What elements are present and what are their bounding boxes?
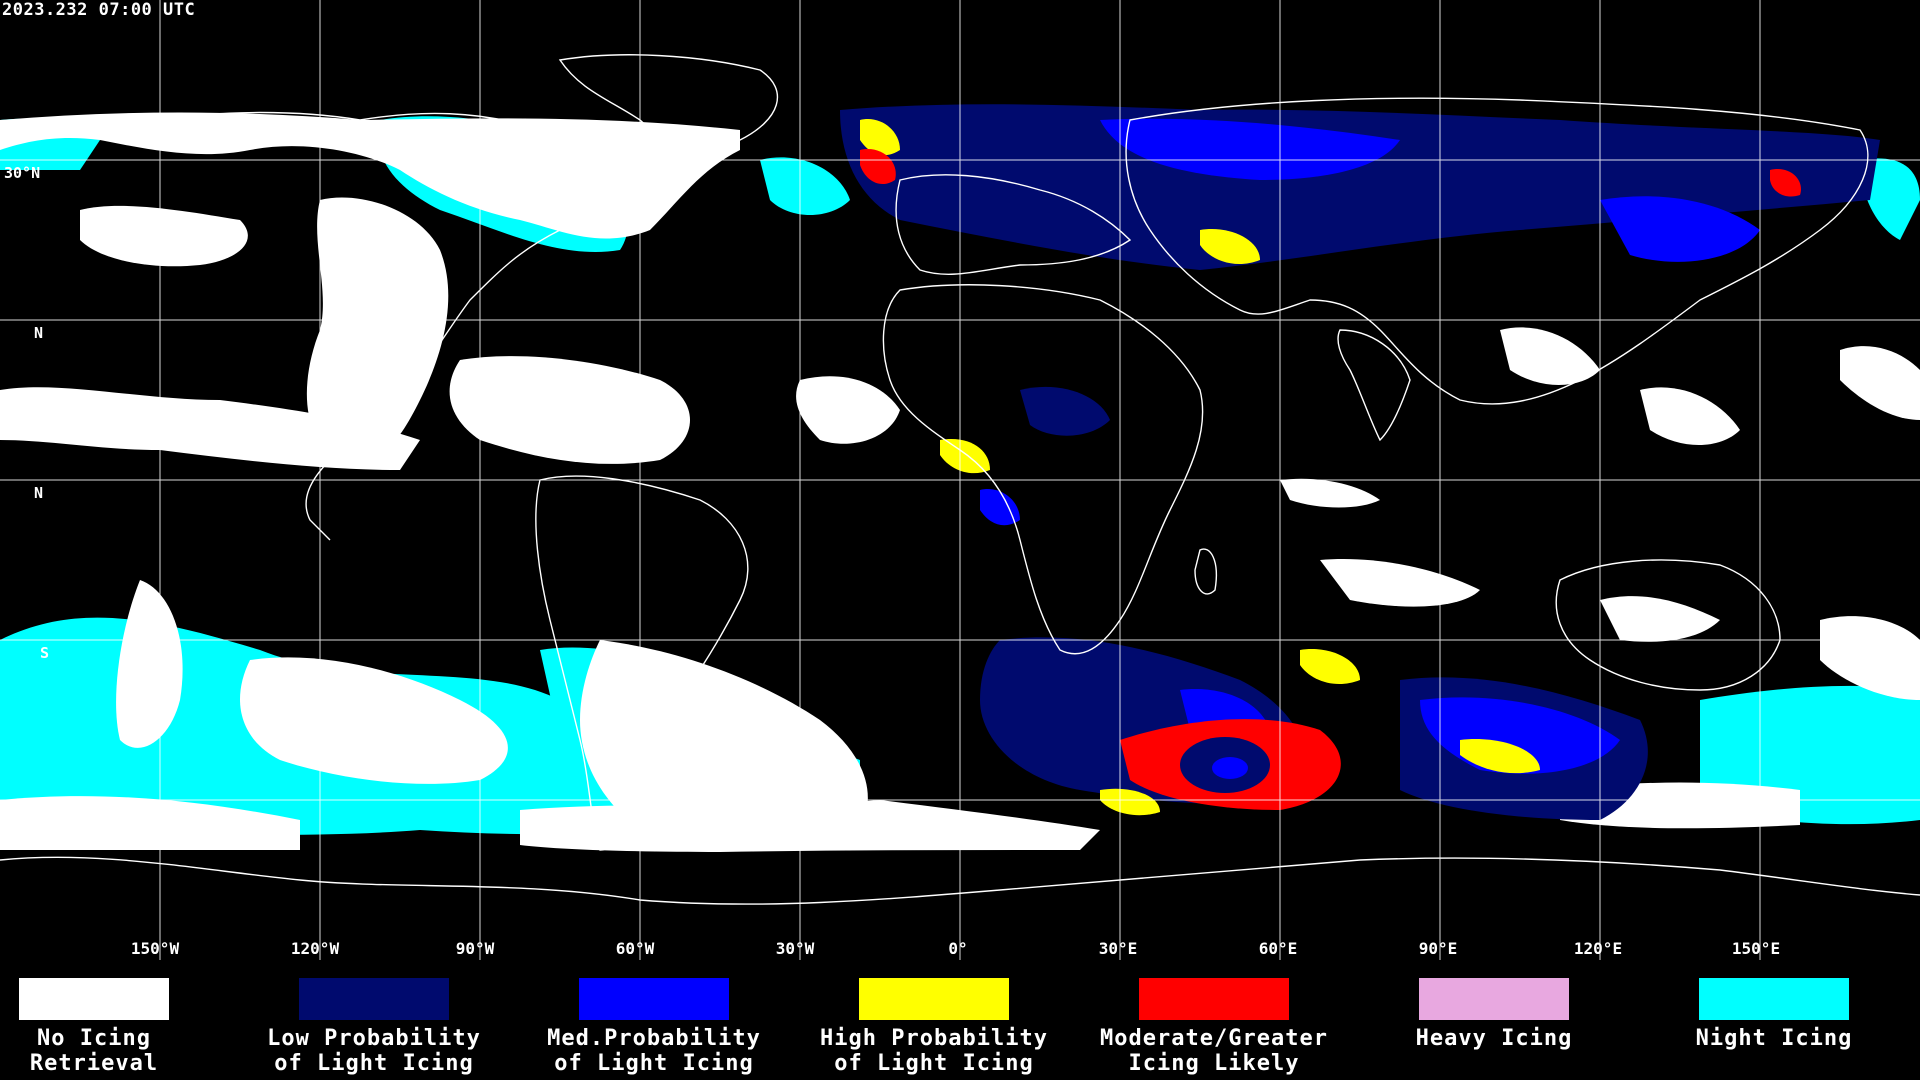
graticule [0,0,1920,960]
legend-swatch [1139,978,1289,1020]
legend-item-moderate-icing: Moderate/Greater Icing Likely [1089,978,1339,1076]
lon-label: 90°E [1419,939,1458,958]
legend-swatch [1699,978,1849,1020]
lon-label: 150°E [1732,939,1780,958]
lat-label: S [40,804,49,822]
legend-label: No Icing Retrieval [29,1026,159,1076]
longitude-labels: 150°W 120°W 90°W 60°W 30°W 0° 30°E 60°E … [131,939,1780,958]
legend-item-heavy-icing: Heavy Icing [1369,978,1619,1051]
lon-label: 90°W [456,939,495,958]
coastlines [0,54,1920,905]
legend-label: Heavy Icing [1415,1026,1573,1051]
legend-label: Moderate/Greater Icing Likely [1100,1026,1328,1076]
lon-label: 30°W [776,939,815,958]
lat-label: S [40,644,49,662]
timestamp: 2023.232 07:00 UTC [2,0,196,20]
icing-core-inner [1212,757,1248,779]
lon-label: 30°E [1099,939,1138,958]
lon-label: 0° [948,939,967,958]
low-probability-regions [840,104,1880,820]
legend-label: Med.Probability of Light Icing [547,1026,761,1076]
legend-label: High Probability of Light Icing [820,1026,1048,1076]
legend-item-low-probability: Low Probability of Light Icing [249,978,499,1076]
lon-label: 120°W [291,939,340,958]
latitude-labels: 30°N N N S S [4,164,49,822]
lon-label: 60°E [1259,939,1298,958]
icing-map: 150°W 120°W 90°W 60°W 30°W 0° 30°E 60°E … [0,0,1920,960]
lat-label: N [34,324,43,342]
legend-label: Low Probability of Light Icing [267,1026,481,1076]
legend-item-no-icing: No Icing Retrieval [0,978,219,1076]
med-probability-regions [980,118,1760,774]
legend-item-night-icing: Night Icing [1649,978,1899,1051]
lat-label: 30°N [4,164,40,182]
legend-item-high-probability: High Probability of Light Icing [809,978,1059,1076]
lon-label: 150°W [131,939,180,958]
legend-swatch [1419,978,1569,1020]
legend-swatch [579,978,729,1020]
legend-item-med-probability: Med.Probability of Light Icing [529,978,779,1076]
legend: No Icing Retrieval Low Probability of Li… [0,962,1920,1080]
lon-label: 120°E [1574,939,1622,958]
lon-label: 60°W [616,939,655,958]
legend-swatch [299,978,449,1020]
legend-label: Night Icing [1695,1026,1853,1051]
lat-label: N [34,484,43,502]
legend-swatch [859,978,1009,1020]
high-probability-regions [860,119,1540,816]
legend-swatch [19,978,169,1020]
